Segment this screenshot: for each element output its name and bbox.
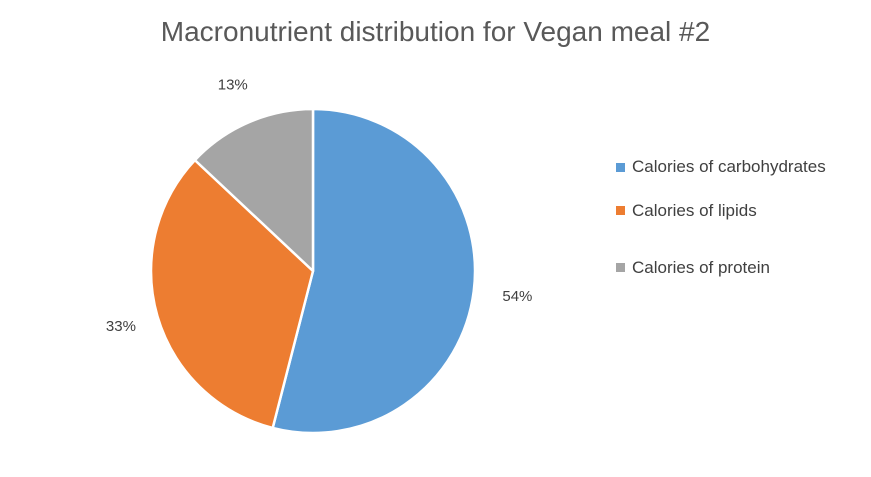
legend-swatch-carbohydrates <box>616 162 625 172</box>
chart-title: Macronutrient distribution for Vegan mea… <box>160 16 711 47</box>
data-label-carbohydrates: 54% <box>502 288 532 305</box>
legend-swatch-lipids <box>616 206 625 215</box>
legend-item-carbohydrates: Calories of carbohydrates <box>616 152 826 182</box>
legend-label-lipids: Calories of lipids <box>632 200 757 220</box>
data-label-lipids: 33% <box>106 318 136 335</box>
legend-label-protein: Calories of protein <box>632 257 770 277</box>
legend: Calories of carbohydrates Calories of li… <box>616 152 826 296</box>
legend-item-lipids: Calories of lipids <box>616 182 826 239</box>
legend-swatch-protein <box>616 263 625 272</box>
data-label-protein: 13% <box>218 77 248 94</box>
pie-slice-lipids <box>149 158 315 430</box>
pie-slice-carbohydrates <box>271 107 477 435</box>
pie-slice-protein <box>193 107 315 273</box>
legend-label-carbohydrates: Calories of carbohydrates <box>632 157 826 176</box>
legend-item-protein: Calories of protein <box>616 239 826 296</box>
